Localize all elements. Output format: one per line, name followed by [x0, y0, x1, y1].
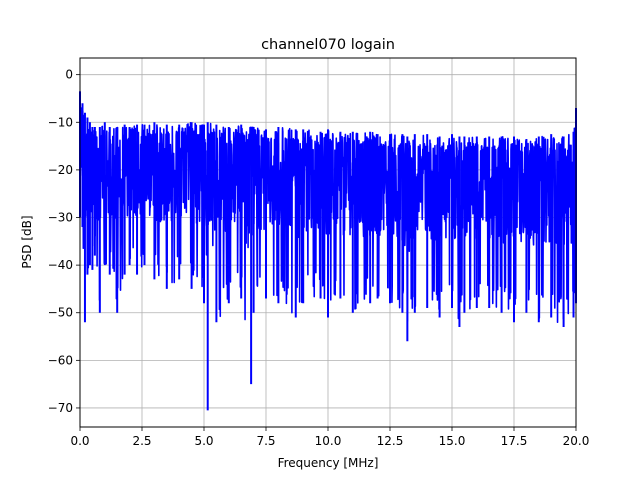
x-tick-label: 20.0	[563, 434, 590, 448]
y-tick-label: −50	[48, 306, 73, 320]
y-tick-label: −10	[48, 115, 73, 129]
y-tick-label: −40	[48, 258, 73, 272]
y-tick-label: −20	[48, 163, 73, 177]
x-tick-label: 12.5	[377, 434, 404, 448]
y-tick-label: −60	[48, 353, 73, 367]
y-axis-ticks: 0 −10 −20 −30 −40 −50 −60 −70	[48, 68, 80, 415]
y-tick-label: 0	[65, 68, 73, 82]
y-axis-label: PSD [dB]	[20, 215, 34, 268]
chart-title: channel070 logain	[261, 37, 395, 53]
x-tick-label: 5.0	[194, 434, 213, 448]
x-tick-label: 2.5	[132, 434, 151, 448]
x-tick-label: 7.5	[256, 434, 275, 448]
x-axis-ticks: 0.0 2.5 5.0 7.5 10.0 12.5 15.0 17.5 20.0	[70, 427, 589, 448]
plot-area	[79, 91, 577, 411]
x-tick-label: 0.0	[70, 434, 89, 448]
y-tick-label: −30	[48, 211, 73, 225]
y-tick-label: −70	[48, 401, 73, 415]
x-tick-label: 10.0	[315, 434, 342, 448]
x-tick-label: 17.5	[501, 434, 528, 448]
x-axis-label: Frequency [MHz]	[278, 456, 379, 470]
x-tick-label: 15.0	[439, 434, 466, 448]
